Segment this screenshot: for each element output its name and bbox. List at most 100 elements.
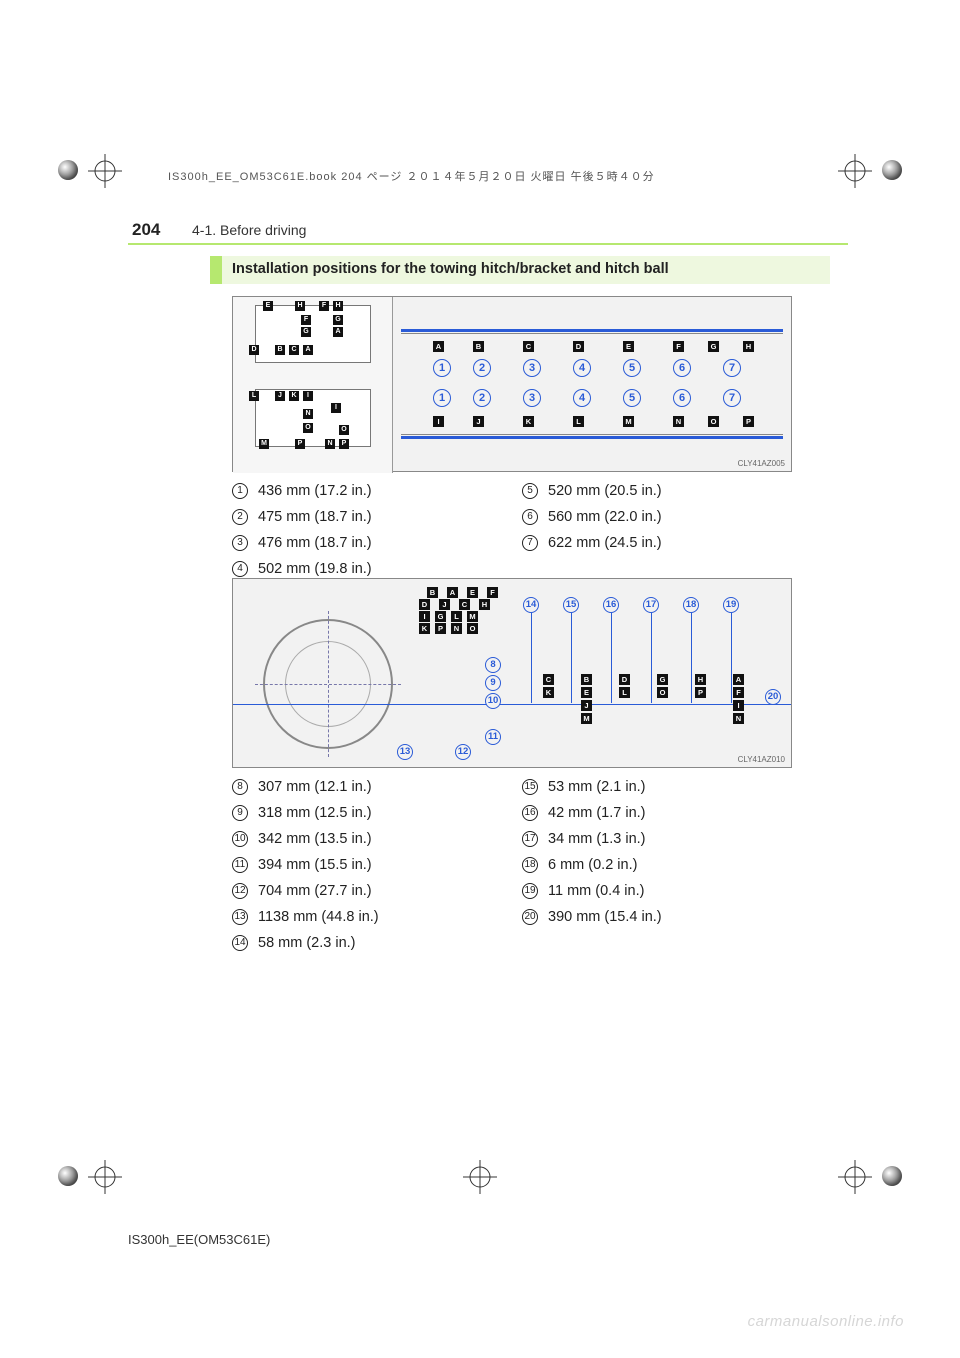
figure-code: CLY41AZ010 xyxy=(738,755,785,764)
letter-tag: E xyxy=(623,341,634,352)
dimension-number: 17 xyxy=(643,597,659,613)
manual-page: IS300h_EE_OM53C61E.book 204 ページ ２０１４年５月２… xyxy=(0,0,960,1358)
letter-tag: O xyxy=(467,623,478,634)
print-ball-icon xyxy=(882,1166,902,1186)
measurement-index: 10 xyxy=(232,831,248,847)
measurement-index: 5 xyxy=(522,483,538,499)
measurement-value: 520 mm (20.5 in.) xyxy=(548,483,662,499)
measurement-row: 6560 mm (22.0 in.) xyxy=(522,504,822,530)
letter-tag: D xyxy=(619,674,630,685)
dimension-number: 4 xyxy=(573,359,591,377)
dimension-number: 6 xyxy=(673,359,691,377)
dimension-line xyxy=(691,613,692,703)
dimension-number: 11 xyxy=(485,729,501,745)
letter-tag: G xyxy=(333,315,343,325)
letter-tag: A xyxy=(303,345,313,355)
measurement-value: 34 mm (1.3 in.) xyxy=(548,831,646,847)
dimension-number: 6 xyxy=(673,389,691,407)
letter-tag: M xyxy=(467,611,478,622)
measurement-value: 307 mm (12.1 in.) xyxy=(258,779,372,795)
letter-tag: H xyxy=(479,599,490,610)
measurement-index: 8 xyxy=(232,779,248,795)
measurement-row: 1734 mm (1.3 in.) xyxy=(522,826,822,852)
footer-model-code: IS300h_EE(OM53C61E) xyxy=(128,1232,270,1247)
dimension-rail xyxy=(401,329,783,332)
measurement-row: 10342 mm (13.5 in.) xyxy=(232,826,532,852)
measurement-row: 1458 mm (2.3 in.) xyxy=(232,930,532,956)
measurement-index: 2 xyxy=(232,509,248,525)
measurement-value: 6 mm (0.2 in.) xyxy=(548,857,637,873)
letter-tag: O xyxy=(708,416,719,427)
dimension-number: 8 xyxy=(485,657,501,673)
letter-tag: M xyxy=(259,439,269,449)
dimension-rail xyxy=(401,436,783,439)
measurement-index: 1 xyxy=(232,483,248,499)
letter-tag: E xyxy=(467,587,478,598)
heading-text: Installation positions for the towing hi… xyxy=(232,261,669,277)
measurement-row: 9318 mm (12.5 in.) xyxy=(232,800,532,826)
measurement-row: 1553 mm (2.1 in.) xyxy=(522,774,822,800)
measurement-row: 186 mm (0.2 in.) xyxy=(522,852,822,878)
crosshair-v xyxy=(328,611,329,757)
measurement-index: 7 xyxy=(522,535,538,551)
letter-tag: P xyxy=(743,416,754,427)
registration-mark-icon xyxy=(838,1160,872,1194)
letter-tag: J xyxy=(473,416,484,427)
letter-tag: L xyxy=(619,687,630,698)
letter-tag: B xyxy=(581,674,592,685)
measurement-value: 704 mm (27.7 in.) xyxy=(258,883,372,899)
dimension-number: 3 xyxy=(523,359,541,377)
letter-tag: P xyxy=(435,623,446,634)
measurement-value: 1138 mm (44.8 in.) xyxy=(258,909,379,925)
centerline xyxy=(233,704,791,705)
measurement-index: 3 xyxy=(232,535,248,551)
letter-tag: A xyxy=(447,587,458,598)
measurement-row: 7622 mm (24.5 in.) xyxy=(522,530,822,556)
dimension-number: 7 xyxy=(723,359,741,377)
letter-tag: O xyxy=(339,425,349,435)
letter-tag: A xyxy=(333,327,343,337)
letter-tag: C xyxy=(543,674,554,685)
dimension-number: 16 xyxy=(603,597,619,613)
measurement-index: 9 xyxy=(232,805,248,821)
dimension-number: 18 xyxy=(683,597,699,613)
measurement-row: 5 520 mm (20.5 in.) xyxy=(522,478,822,504)
registration-mark-icon xyxy=(88,154,122,188)
letter-tag: J xyxy=(275,391,285,401)
dimension-number: 5 xyxy=(623,389,641,407)
letter-tag: F xyxy=(319,301,329,311)
measurement-row: 1642 mm (1.7 in.) xyxy=(522,800,822,826)
letter-tag: L xyxy=(573,416,584,427)
dimension-line xyxy=(731,613,732,703)
letter-tag: O xyxy=(303,423,313,433)
measurement-index: 20 xyxy=(522,909,538,925)
measurement-list-1-right: 5 520 mm (20.5 in.) 6560 mm (22.0 in.)7622… xyxy=(522,478,822,556)
measurement-list-2-right: 1553 mm (2.1 in.)1642 mm (1.7 in.)1734 m… xyxy=(522,774,822,930)
measurement-row: 11394 mm (15.5 in.) xyxy=(232,852,532,878)
dimension-number: 3 xyxy=(523,389,541,407)
letter-tag: A xyxy=(433,341,444,352)
letter-tag: E xyxy=(263,301,273,311)
letter-tag: B xyxy=(275,345,285,355)
measurement-row: 12704 mm (27.7 in.) xyxy=(232,878,532,904)
letter-tag: B xyxy=(473,341,484,352)
letter-tag: B xyxy=(427,587,438,598)
section-label: 4-1. Before driving xyxy=(192,222,306,238)
bumper-panel-top xyxy=(255,305,371,363)
dimension-number: 7 xyxy=(723,389,741,407)
letter-tag: J xyxy=(439,599,450,610)
letter-tag: G xyxy=(301,327,311,337)
measurement-value: 11 mm (0.4 in.) xyxy=(548,883,644,899)
figure-2: BAEFDJCHIGLMKPNO 141516171819 891011 121… xyxy=(232,578,792,768)
measurement-value: 560 mm (22.0 in.) xyxy=(548,509,662,525)
letter-tag: C xyxy=(459,599,470,610)
registration-mark-icon xyxy=(463,1160,497,1194)
letter-tag: H xyxy=(695,674,706,685)
letter-tag: C xyxy=(289,345,299,355)
measurement-index: 4 xyxy=(232,561,248,577)
figure-1-bumper-view: EHFHFGGADBCALJKINIOMPNPO xyxy=(233,297,393,473)
dimension-number: 4 xyxy=(573,389,591,407)
dimension-number: 5 xyxy=(623,359,641,377)
letter-tag: K xyxy=(543,687,554,698)
letter-tag: K xyxy=(289,391,299,401)
